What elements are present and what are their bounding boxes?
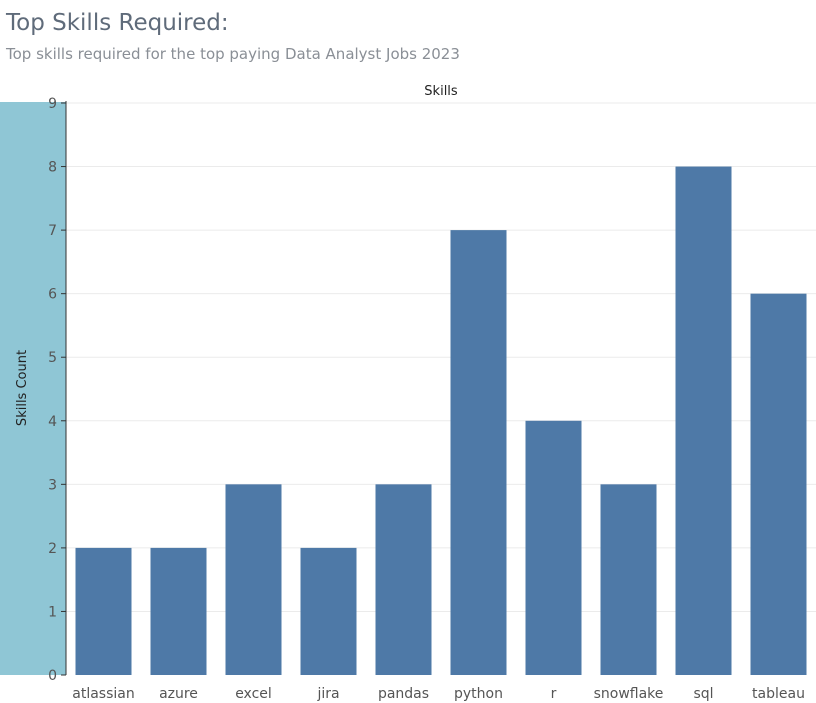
y-tick-label: 4	[48, 414, 57, 430]
bar-tableau[interactable]	[750, 293, 807, 675]
x-tick-label: snowflake	[594, 686, 664, 702]
y-tick-label: 8	[48, 160, 57, 176]
y-tick-label: 7	[48, 223, 57, 239]
y-tick-label: 9	[48, 96, 57, 112]
y-tick-label: 6	[48, 287, 57, 303]
y-axis-title: Skills Count	[15, 350, 30, 426]
y-tick-label: 5	[48, 350, 57, 366]
x-tick-label: jira	[316, 686, 339, 702]
bar-pandas[interactable]	[375, 484, 432, 675]
x-tick-label: pandas	[378, 686, 429, 702]
bar-python[interactable]	[450, 230, 507, 675]
bar-azure[interactable]	[150, 547, 207, 675]
x-tick-label: python	[454, 686, 503, 702]
x-tick-label: r	[551, 686, 557, 702]
bars	[75, 166, 807, 676]
y-tick-label: 2	[48, 541, 57, 557]
y-axis: 0 1 2 3 4 5 6 7 8 9	[48, 96, 67, 684]
y-tick-label: 3	[48, 477, 57, 493]
bar-atlassian[interactable]	[75, 547, 132, 675]
y-tick-label: 0	[48, 668, 57, 684]
x-tick-label: atlassian	[72, 686, 134, 702]
x-tick-label: sql	[693, 686, 713, 702]
x-tick-label: azure	[159, 686, 198, 702]
y-axis-band	[0, 102, 66, 675]
chart-subtitle: Top skills required for the top paying D…	[6, 45, 460, 63]
bar-jira[interactable]	[300, 547, 357, 675]
bar-excel[interactable]	[225, 484, 282, 675]
y-tick-label: 1	[48, 604, 57, 620]
x-tick-label: excel	[235, 686, 272, 702]
chart-title: Top Skills Required:	[6, 10, 229, 36]
bar-sql[interactable]	[675, 166, 732, 676]
x-axis-title: Skills	[424, 84, 458, 99]
x-tick-label: tableau	[752, 686, 805, 702]
bar-snowflake[interactable]	[600, 484, 657, 675]
x-axis: atlassian azure excel jira pandas python r snow…	[72, 686, 805, 702]
bar-r[interactable]	[525, 420, 582, 675]
